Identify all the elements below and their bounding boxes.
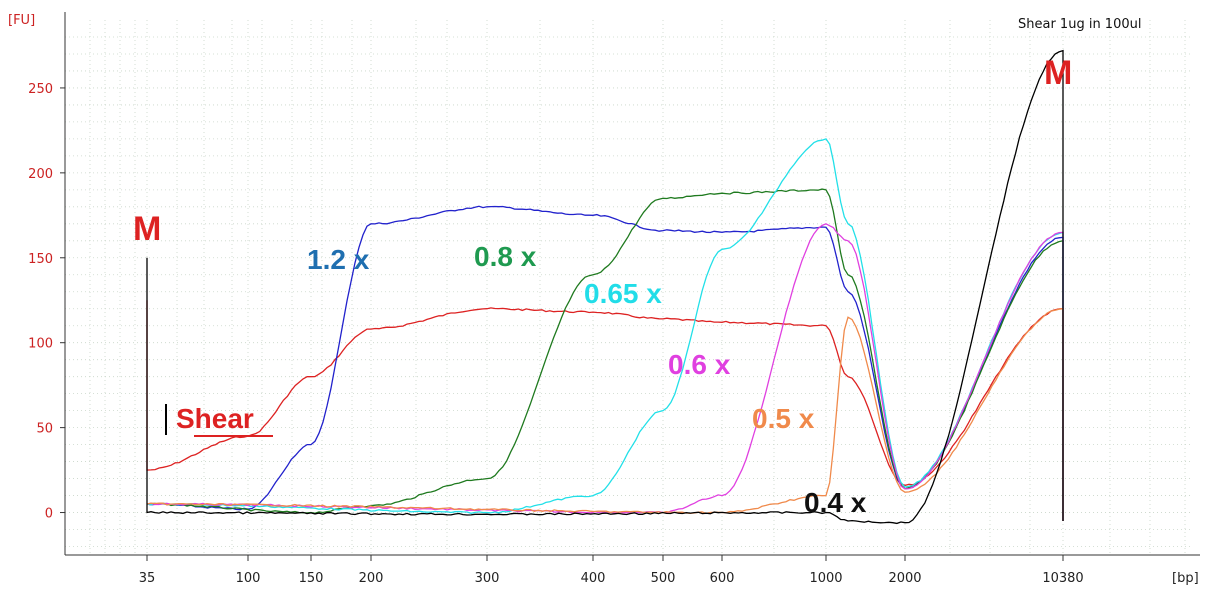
y-tick-label: 150 xyxy=(28,252,53,267)
y-tick-label: 250 xyxy=(28,82,53,97)
x-tick-label: 200 xyxy=(359,571,384,586)
x-tick-label: 100 xyxy=(236,571,261,586)
chart-title: Shear 1ug in 100ul xyxy=(1018,17,1141,32)
series-label-x0_65: 0.65 x xyxy=(584,278,662,309)
y-axis-unit: [FU] xyxy=(8,13,35,28)
series-lines xyxy=(146,49,1064,525)
x-tick-label: 10380 xyxy=(1042,571,1083,586)
series-label-x1_2: 1.2 x xyxy=(307,244,370,275)
series-line-x0_4 xyxy=(146,49,1064,525)
x-tick-label: 35 xyxy=(139,571,156,586)
chart-axes xyxy=(64,12,1200,556)
x-tick-label: 2000 xyxy=(888,571,921,586)
marker-label-M: M xyxy=(1044,54,1072,92)
x-tick-label: 1000 xyxy=(809,571,842,586)
x-axis-ticks: 35 100 150 200 300 400 500 600 1000 2000 10380 xyxy=(139,555,1084,586)
series-label-shear: Shear xyxy=(176,403,254,434)
x-tick-label: 500 xyxy=(651,571,676,586)
series-line-x0_5 xyxy=(146,307,1064,521)
marker-label-M: M xyxy=(133,210,161,248)
series-label-x0_5: 0.5 x xyxy=(752,403,815,434)
series-label-x0_8: 0.8 x xyxy=(474,241,537,272)
x-tick-label: 400 xyxy=(581,571,606,586)
x-tick-label: 600 xyxy=(710,571,735,586)
series-label-x0_6: 0.6 x xyxy=(668,349,731,380)
series-line-x0_65 xyxy=(146,138,1064,521)
x-tick-label: 150 xyxy=(299,571,324,586)
y-tick-label: 100 xyxy=(28,337,53,352)
series-label-x0_4: 0.4 x xyxy=(804,487,867,518)
series-labels: Shear 1.2 x 0.8 x 0.65 x 0.6 x 0.5 x 0.4 x M M xyxy=(133,54,1072,518)
y-tick-label: 50 xyxy=(36,422,53,437)
y-axis-ticks: 0 50 100 150 200 250 xyxy=(28,82,65,522)
x-tick-label: 300 xyxy=(475,571,500,586)
y-tick-label: 200 xyxy=(28,167,53,182)
y-tick-label: 0 xyxy=(45,507,53,522)
x-axis-unit: [bp] xyxy=(1172,571,1199,586)
